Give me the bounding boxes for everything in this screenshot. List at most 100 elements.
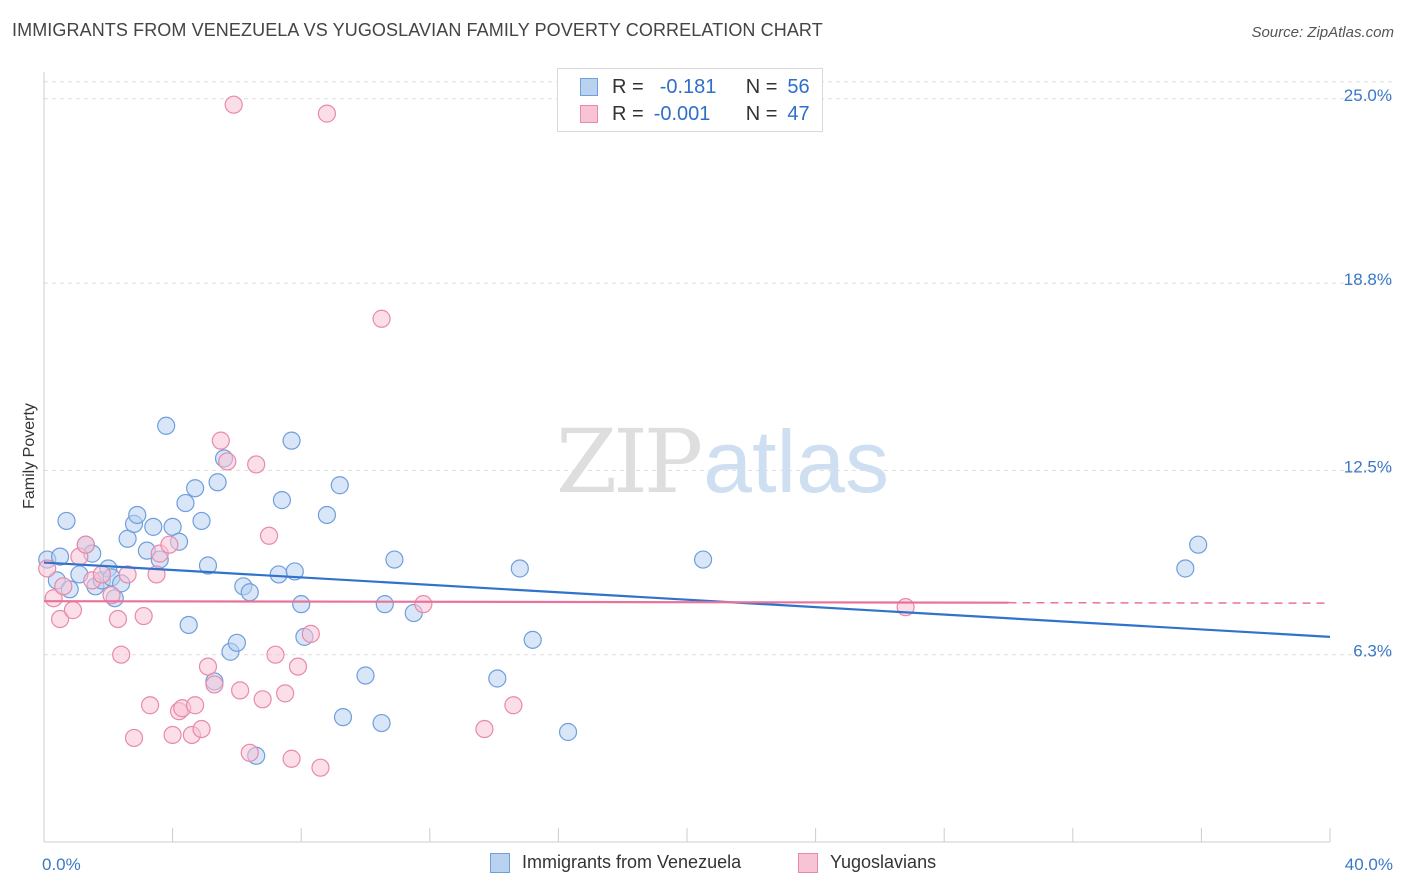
yugoslavian-point [92,565,111,584]
yugoslavian-trend-line [43,600,1009,604]
legend-n-value: 47 [787,102,810,125]
watermark: ZIPatlas [556,410,889,513]
venezuela-point [227,633,246,652]
yugoslavian-point [317,104,337,123]
yugoslavian-point [301,624,320,643]
yugoslavian-point [118,565,137,584]
yugoslavian-point [266,645,285,664]
yugoslavian-point [76,535,95,554]
venezuela-point [1176,559,1195,578]
yugoslavian-point [108,609,128,629]
venezuela-point [292,595,311,614]
legend-swatch-blue [490,852,510,873]
venezuela-point [1189,535,1208,554]
legend-row-venezuela: R = -0.181 N = 56 [580,75,810,99]
yugoslavian-point [112,645,131,664]
legend-n-label: N = [745,102,778,125]
venezuela-point [385,550,404,569]
yugoslavian-point [186,696,205,715]
venezuela-point [558,722,578,742]
legend-swatch-pink [798,852,818,873]
yugoslavian-point [218,452,237,471]
x-tick-label-max: 40.0% [1345,855,1393,874]
legend-item-venezuela: Immigrants from Venezuela [490,852,741,873]
watermark-atlas: atlas [703,412,890,511]
venezuela-point [333,708,353,727]
venezuela-point [50,547,70,566]
legend-item-yugoslavians: Yugoslavians [798,852,936,873]
venezuela-point [240,583,259,602]
venezuela-point [510,559,529,578]
legend-r-label: R = [612,102,644,125]
yugoslavian-point [247,455,266,474]
venezuela-point [128,505,147,525]
venezuela-point [192,511,211,531]
legend-n-label: N = [745,75,778,98]
y-tick-label: 12.5% [1344,457,1392,476]
yugoslavian-point [44,589,63,608]
yugoslavian-point [211,431,230,450]
yugoslavian-point [63,601,83,620]
yugoslavian-point [124,728,144,748]
venezuela-point [144,517,163,536]
yugoslavian-point [160,535,179,554]
legend-n-value: 56 [787,75,810,98]
yugoslavian-point [163,725,182,745]
legend-r-value: -0.181 [659,75,717,98]
yugoslavian-point [224,95,243,114]
yugoslavian-point [134,606,153,626]
y-tick-label: 18.8% [1344,270,1392,289]
yugoslavian-point [140,696,160,715]
watermark-zip: ZIP [556,410,703,513]
yugoslavian-point [475,719,494,739]
venezuela-point [198,556,218,575]
legend-label-yugoslavians: Yugoslavians [830,852,937,872]
venezuela-point [317,505,337,525]
venezuela-point [282,431,301,450]
yugoslavian-point [372,309,391,328]
venezuela-point [356,666,375,685]
venezuela-point [488,669,507,688]
legend-swatch-pink [580,105,598,123]
venezuela-point [693,550,713,569]
yugoslavian-point [198,657,218,676]
yugoslavian-point [276,684,295,703]
yugoslavian-point [38,559,57,578]
correlation-legend: R = -0.181 N = 56 R = -0.001 N = 47 [557,68,823,132]
venezuela-point [375,595,394,614]
yugoslavian-point [205,675,224,694]
yugoslavian-point [282,749,301,768]
yugoslavian-point [231,681,250,700]
yugoslavian-point [240,743,259,762]
yugoslavian-point [50,609,70,629]
legend-row-yugoslavians: R = -0.001 N = 47 [580,102,810,126]
yugoslavian-point [102,586,121,605]
venezuela-point [330,476,349,495]
y-tick-label: 6.3% [1353,642,1392,661]
source-label: Source: ZipAtlas.com [1251,24,1394,41]
venezuela-point [523,630,542,649]
y-tick-label: 25.0% [1344,86,1392,105]
venezuela-point [272,491,292,510]
chart-title: IMMIGRANTS FROM VENEZUELA VS YUGOSLAVIAN… [12,20,823,40]
x-tick-label-min: 0.0% [42,855,81,874]
legend-swatch-blue [580,78,598,96]
venezuela-point [179,615,198,635]
yugoslavian-point [414,595,433,614]
venezuela-point [157,416,176,435]
legend-r-value: -0.001 [653,102,711,125]
yugoslavian-point [504,696,523,715]
venezuela-point [186,479,205,498]
yugoslavian-point [259,526,279,545]
venezuela-point [57,511,76,531]
venezuela-point [372,713,391,733]
yugoslavian-point [311,758,330,777]
yugoslavian-point [192,719,211,739]
venezuela-point [208,473,227,492]
venezuela-trend-line [43,561,1331,638]
series-legend: Immigrants from Venezuela Yugoslavians [0,852,1406,878]
yugoslavian-point [253,690,272,709]
venezuela-point [269,565,288,584]
legend-label-venezuela: Immigrants from Venezuela [522,852,742,872]
